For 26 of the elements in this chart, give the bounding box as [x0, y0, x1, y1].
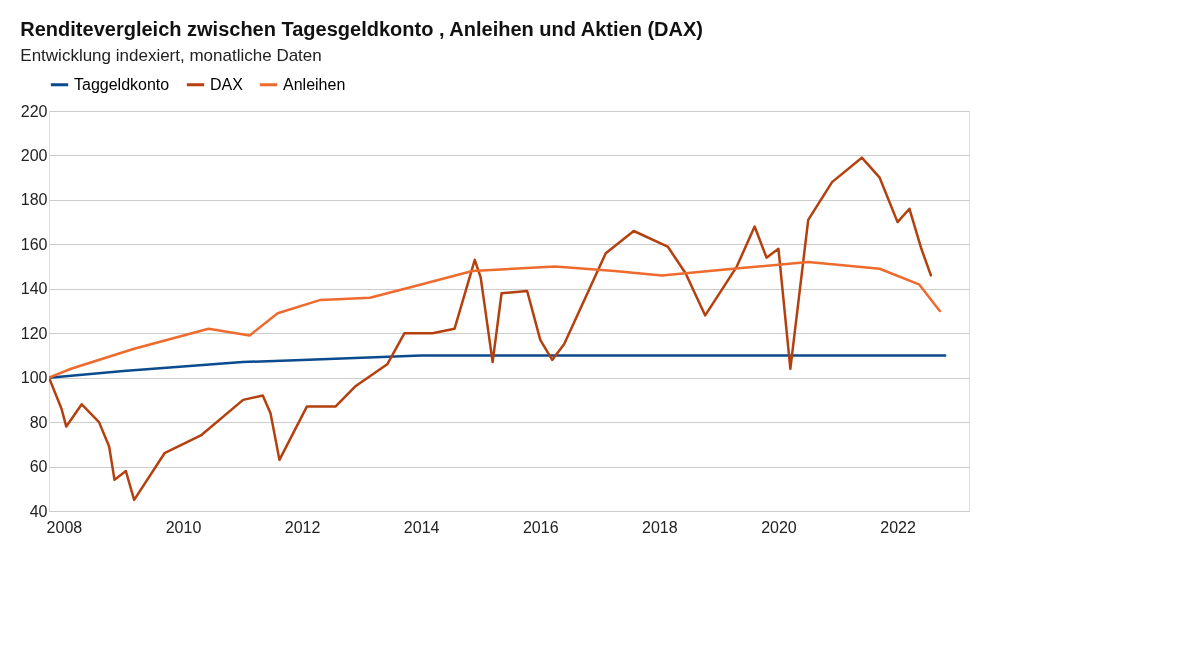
legend-label: Taggeldkonto — [74, 75, 170, 93]
y-tick-label: 180 — [20, 191, 48, 209]
y-tick-label: 80 — [29, 413, 48, 431]
x-tick-label: 2022 — [880, 518, 916, 536]
y-tick-label: 200 — [20, 146, 48, 164]
x-tick-label: 2014 — [403, 518, 440, 536]
x-tick-label: 2018 — [642, 518, 678, 536]
chart-subtitle: Entwicklung indexiert, monatliche Daten — [20, 46, 322, 65]
y-tick-label: 60 — [29, 458, 48, 476]
y-tick-label: 120 — [20, 324, 48, 342]
line-series — [49, 260, 942, 379]
y-tick-label: 40 — [29, 502, 48, 520]
y-tick-label: 140 — [20, 280, 48, 298]
x-tick-label: 2016 — [522, 518, 559, 536]
y-tick-label: 220 — [20, 102, 48, 120]
line-series — [49, 354, 947, 379]
y-tick-label: 100 — [20, 369, 48, 387]
legend-label: DAX — [210, 75, 244, 93]
y-tick-label: 160 — [20, 235, 48, 253]
x-tick-label: 2020 — [761, 518, 797, 536]
x-tick-label: 2008 — [46, 518, 83, 536]
line-series — [49, 156, 933, 502]
legend-label: Anleihen — [283, 75, 346, 93]
chart-title: Renditevergleich zwischen Tagesgeldkonto , Anleihen und Aktien (DAX) — [20, 18, 703, 40]
x-tick-label: 2012 — [284, 518, 321, 536]
x-tick-label: 2010 — [165, 518, 202, 536]
